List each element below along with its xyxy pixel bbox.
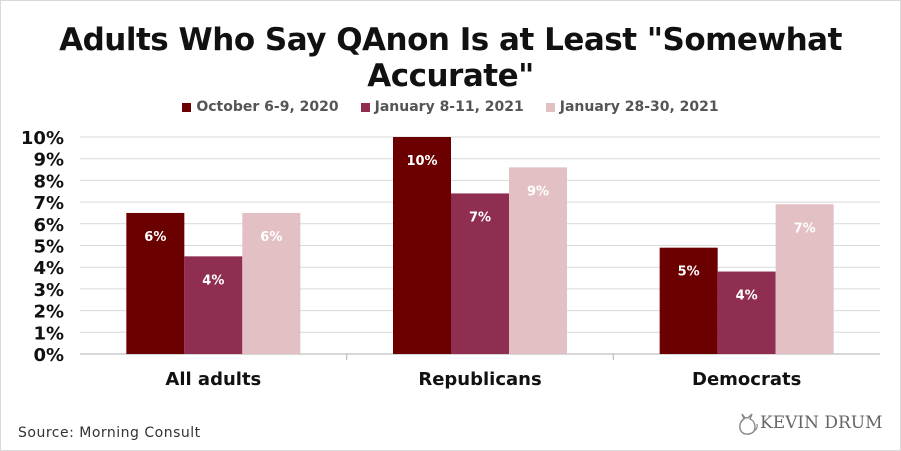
bar (451, 193, 509, 354)
legend-item: January 8-11, 2021 (360, 99, 524, 115)
bar (659, 247, 718, 354)
cat-icon (739, 413, 758, 435)
legend-swatch (182, 102, 192, 112)
data-label: 10% (406, 154, 437, 169)
data-label: 6% (144, 230, 166, 245)
y-tick-label: 1% (33, 323, 64, 344)
bar (242, 212, 301, 354)
bar (184, 256, 243, 354)
y-tick-label: 5% (33, 237, 64, 258)
legend-item: January 28-30, 2021 (545, 99, 719, 115)
data-label: 7% (794, 221, 816, 236)
legend: October 6-9, 2020 January 8-11, 2021 Janua… (0, 99, 901, 115)
legend-swatch (545, 102, 555, 112)
bar (509, 167, 567, 354)
chart-title: Adults Who Say QAnon Is at Least "Somewh… (59, 22, 842, 94)
logo-text: KEVIN DRUM (760, 413, 883, 433)
y-tick-label: 0% (33, 345, 64, 366)
bar (775, 204, 834, 354)
data-label: 5% (678, 265, 700, 280)
bar (126, 212, 185, 354)
legend-label: January 28-30, 2021 (559, 99, 719, 115)
legend-label: January 8-11, 2021 (374, 99, 524, 115)
source-note: Source: Morning Consult (18, 425, 201, 441)
x-category-label: Republicans (418, 369, 541, 390)
x-category-label: All adults (165, 369, 261, 390)
y-tick-label: 10% (21, 128, 64, 149)
bar (717, 271, 776, 354)
y-tick-label: 7% (33, 193, 64, 214)
y-tick-label: 2% (33, 302, 64, 323)
x-category-label: Democrats (692, 369, 801, 390)
bar (393, 137, 451, 354)
data-label: 6% (260, 230, 282, 245)
legend-item: October 6-9, 2020 (182, 99, 339, 115)
y-tick-label: 4% (33, 258, 64, 279)
data-label: 7% (469, 210, 491, 225)
y-tick-label: 8% (33, 171, 64, 192)
legend-swatch (360, 102, 370, 112)
y-tick-label: 6% (33, 215, 64, 236)
y-tick-label: 3% (33, 280, 64, 301)
data-label: 4% (736, 289, 758, 304)
data-label: 9% (527, 184, 549, 199)
legend-label: October 6-9, 2020 (196, 99, 339, 115)
data-label: 4% (202, 273, 224, 288)
y-tick-label: 9% (33, 150, 64, 171)
kevin-drum-logo: KEVIN DRUM (736, 410, 883, 436)
